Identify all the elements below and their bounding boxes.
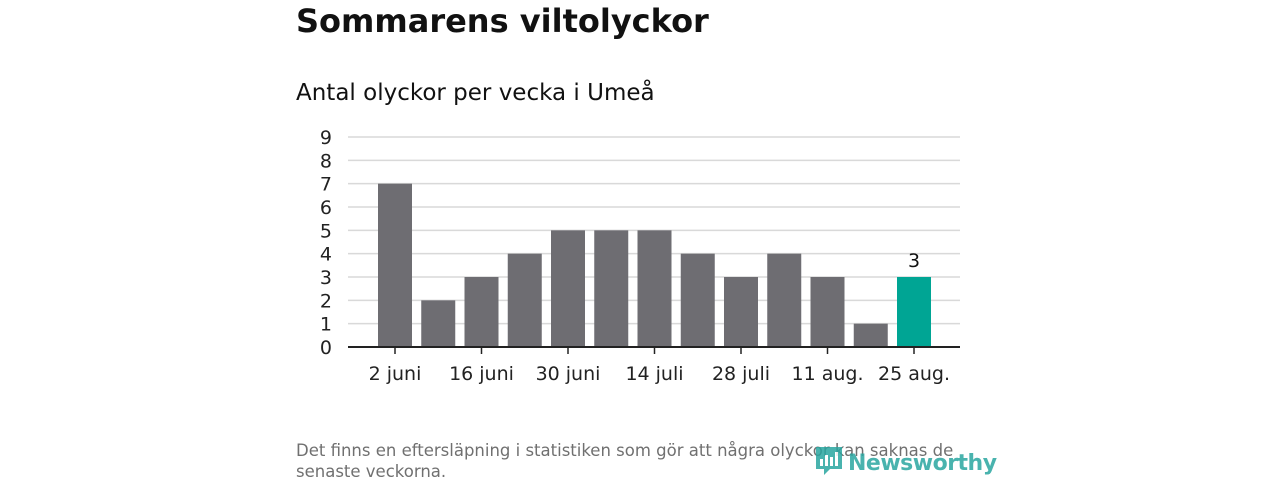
y-tick-label: 2 xyxy=(320,290,332,312)
y-tick-label: 7 xyxy=(320,174,332,196)
bar xyxy=(680,253,715,347)
bar-highlighted xyxy=(897,277,931,347)
y-tick-label: 0 xyxy=(320,337,332,359)
bar xyxy=(507,253,542,347)
x-tick-label: 2 juni xyxy=(369,363,422,385)
y-tick-label: 1 xyxy=(320,314,332,336)
bar xyxy=(724,277,758,347)
bar xyxy=(810,277,845,347)
x-tick-label: 30 juni xyxy=(536,363,601,385)
x-tick-label: 16 juni xyxy=(449,363,514,385)
bar xyxy=(767,253,802,347)
bar xyxy=(421,300,456,347)
x-tick-label: 14 juli xyxy=(625,363,683,385)
y-tick-label: 8 xyxy=(320,150,332,172)
footnote: Det finns en eftersläpning i statistiken… xyxy=(296,441,954,481)
bar xyxy=(853,323,888,347)
bar xyxy=(464,277,499,347)
y-tick-label: 4 xyxy=(320,244,332,266)
bar xyxy=(551,230,585,347)
newsworthy-logo-text: Newsworthy xyxy=(848,450,997,476)
chart-title: Sommarens viltolyckor xyxy=(296,2,709,40)
newsworthy-logo-icon xyxy=(814,445,844,481)
data-label: 3 xyxy=(908,250,920,272)
x-tick-label: 28 juli xyxy=(712,363,770,385)
x-tick-label: 25 aug. xyxy=(878,363,950,385)
y-tick-label: 5 xyxy=(320,220,332,242)
bar xyxy=(637,230,672,347)
newsworthy-logo: Newsworthy xyxy=(814,447,997,479)
x-tick-label: 11 aug. xyxy=(791,363,863,385)
x-axis-ticks: 2 juni 16 juni 30 juni 14 juli 28 juli 11 aug… xyxy=(369,347,950,385)
y-tick-label: 6 xyxy=(320,197,332,219)
y-tick-label: 9 xyxy=(320,127,332,149)
bar xyxy=(594,230,629,347)
chart-subtitle: Antal olyckor per vecka i Umeå xyxy=(296,80,655,106)
y-tick-label: 3 xyxy=(320,267,332,289)
data-labels: 3 xyxy=(908,250,920,272)
bars xyxy=(378,183,931,347)
bar xyxy=(378,183,412,347)
